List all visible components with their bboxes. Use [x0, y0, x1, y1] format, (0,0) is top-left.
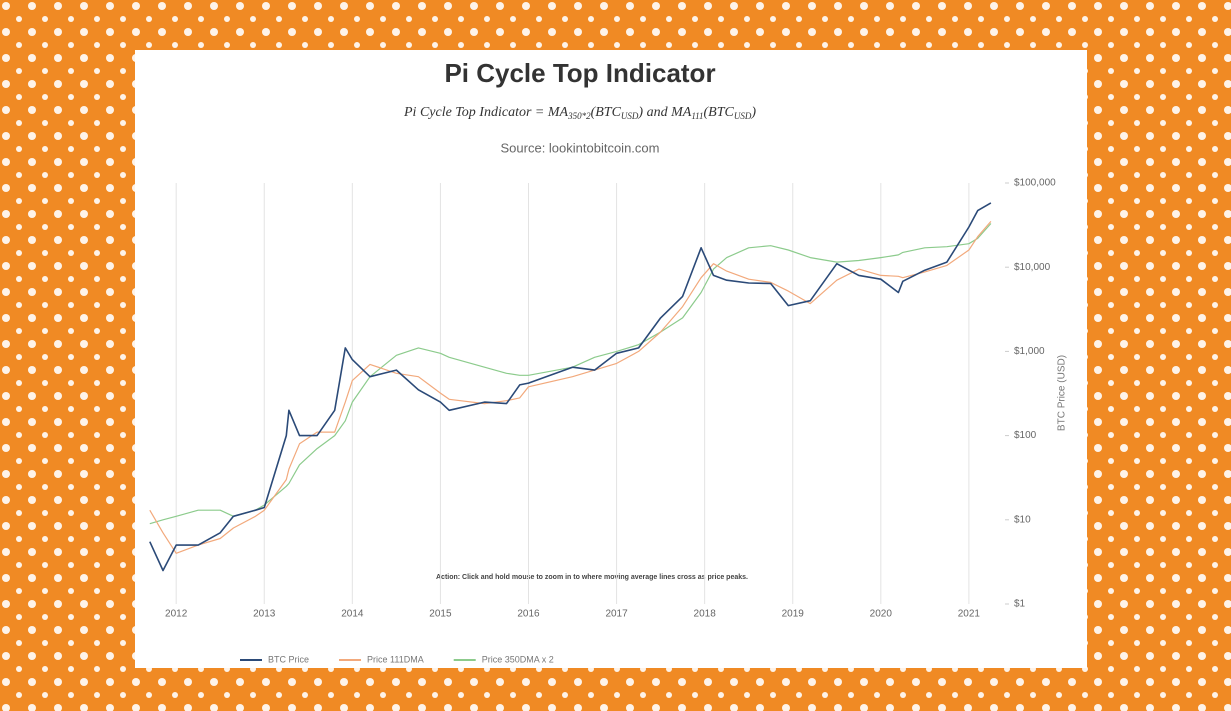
formula-subscript: 350*2 — [567, 111, 591, 121]
formula-text: ) — [750, 105, 756, 120]
x-tick-label: 2016 — [517, 609, 540, 620]
source: Source: lookintobitcoin.com — [501, 140, 660, 155]
x-tick-label: 2013 — [253, 609, 276, 620]
series-line — [149, 221, 992, 554]
y-axis-label: BTC Price (USD) — [1057, 355, 1068, 431]
formula-subscript: 111 — [691, 111, 703, 121]
formula-subscript: USD — [621, 111, 639, 121]
formula: Pi Cycle Top Indicator = MA350*2(BTCUSD)… — [403, 105, 756, 121]
formula-subscript: USD — [734, 111, 752, 121]
x-tick-label: 2020 — [870, 609, 893, 620]
y-tick-label: $1,000 — [1014, 346, 1045, 357]
formula-text: (BTC — [591, 105, 622, 120]
y-tick-label: $10 — [1014, 514, 1031, 525]
chart-title: Pi Cycle Top Indicator — [444, 58, 715, 88]
series-line — [149, 223, 992, 525]
x-tick-label: 2012 — [165, 609, 188, 620]
legend-label: Price 350DMA x 2 — [482, 654, 554, 664]
annotation: Action: Click and hold mouse to zoom in … — [436, 574, 748, 581]
legend-label: Price 111DMA — [367, 654, 424, 664]
legend-label: BTC Price — [268, 654, 309, 664]
series-line — [149, 202, 992, 572]
x-tick-label: 2018 — [694, 609, 717, 620]
x-tick-label: 2021 — [958, 609, 981, 620]
x-tick-label: 2017 — [605, 609, 628, 620]
y-tick-label: $100 — [1014, 430, 1037, 441]
x-tick-label: 2015 — [429, 609, 452, 620]
x-tick-label: 2019 — [782, 609, 805, 620]
formula-text: Pi Cycle Top Indicator = MA — [403, 105, 569, 120]
x-tick-label: 2014 — [341, 609, 364, 620]
y-tick-label: $1 — [1014, 599, 1026, 610]
y-tick-label: $10,000 — [1014, 262, 1051, 273]
formula-text: ) and MA — [637, 105, 691, 120]
chart-card — [135, 50, 1087, 668]
formula-text: (BTC — [703, 105, 734, 120]
y-tick-label: $100,000 — [1014, 178, 1056, 189]
